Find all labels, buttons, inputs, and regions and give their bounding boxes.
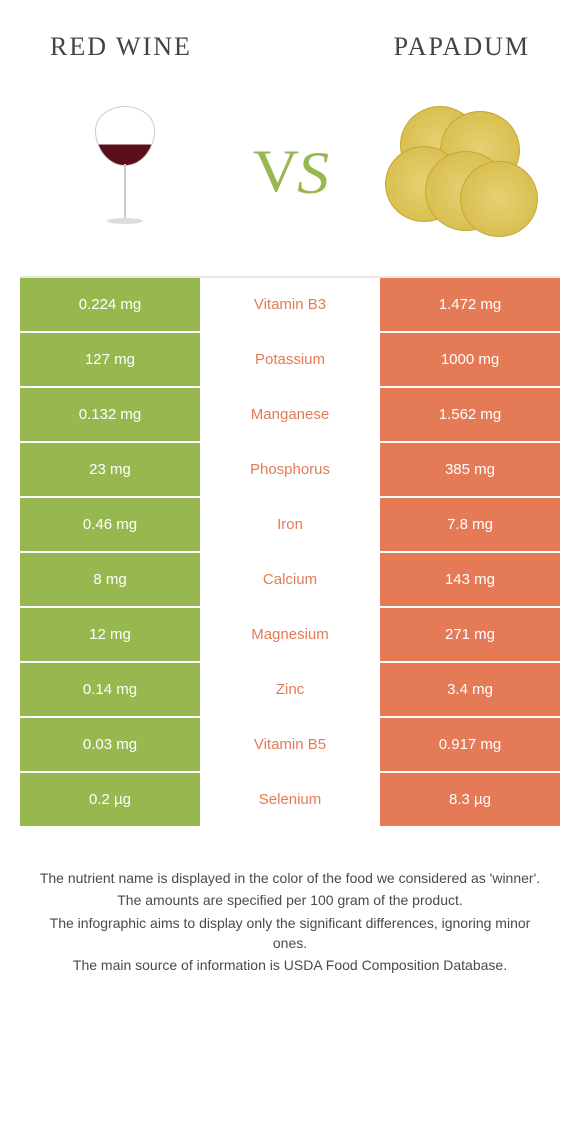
header-row: Red Wine Papadum <box>20 20 560 86</box>
nutrient-row: 8 mgCalcium143 mg <box>20 553 560 608</box>
nutrient-row: 0.224 mgVitamin B31.472 mg <box>20 278 560 333</box>
images-row: VS <box>20 86 560 276</box>
nutrient-row: 127 mgPotassium1000 mg <box>20 333 560 388</box>
footer-line: The main source of information is USDA F… <box>36 955 544 975</box>
left-value-cell: 0.46 mg <box>20 498 200 551</box>
vs-label: VS <box>253 136 327 206</box>
left-value-cell: 0.2 µg <box>20 773 200 826</box>
nutrient-row: 0.03 mgVitamin B50.917 mg <box>20 718 560 773</box>
nutrient-row: 0.46 mgIron7.8 mg <box>20 498 560 553</box>
left-value-cell: 8 mg <box>20 553 200 606</box>
nutrient-row: 0.2 µgSelenium8.3 µg <box>20 773 560 828</box>
left-value-cell: 0.14 mg <box>20 663 200 716</box>
nutrient-row: 12 mgMagnesium271 mg <box>20 608 560 663</box>
nutrient-name-cell: Magnesium <box>200 608 380 661</box>
right-value-cell: 1.562 mg <box>380 388 560 441</box>
nutrient-name-cell: Zinc <box>200 663 380 716</box>
right-value-cell: 385 mg <box>380 443 560 496</box>
nutrient-name-cell: Vitamin B3 <box>200 278 380 331</box>
left-value-cell: 12 mg <box>20 608 200 661</box>
nutrient-row: 0.132 mgManganese1.562 mg <box>20 388 560 443</box>
right-value-cell: 271 mg <box>380 608 560 661</box>
left-value-cell: 0.132 mg <box>20 388 200 441</box>
papadum-icon <box>370 96 540 246</box>
right-value-cell: 1.472 mg <box>380 278 560 331</box>
left-food-image <box>30 86 220 256</box>
nutrient-row: 0.14 mgZinc3.4 mg <box>20 663 560 718</box>
footer-notes: The nutrient name is displayed in the co… <box>20 868 560 975</box>
right-value-cell: 1000 mg <box>380 333 560 386</box>
wine-glass-icon <box>85 96 165 246</box>
right-value-cell: 0.917 mg <box>380 718 560 771</box>
left-value-cell: 0.03 mg <box>20 718 200 771</box>
nutrient-row: 23 mgPhosphorus385 mg <box>20 443 560 498</box>
left-value-cell: 127 mg <box>20 333 200 386</box>
right-value-cell: 8.3 µg <box>380 773 560 826</box>
left-value-cell: 23 mg <box>20 443 200 496</box>
left-food-title: Red Wine <box>50 32 192 62</box>
footer-line: The infographic aims to display only the… <box>36 913 544 954</box>
footer-line: The amounts are specified per 100 gram o… <box>36 890 544 910</box>
nutrient-name-cell: Phosphorus <box>200 443 380 496</box>
right-value-cell: 143 mg <box>380 553 560 606</box>
nutrient-name-cell: Manganese <box>200 388 380 441</box>
left-value-cell: 0.224 mg <box>20 278 200 331</box>
nutrient-comparison-table: 0.224 mgVitamin B31.472 mg127 mgPotassiu… <box>20 276 560 828</box>
nutrient-name-cell: Iron <box>200 498 380 551</box>
right-food-image <box>360 86 550 256</box>
nutrient-name-cell: Calcium <box>200 553 380 606</box>
right-food-title: Papadum <box>394 32 530 62</box>
footer-line: The nutrient name is displayed in the co… <box>36 868 544 888</box>
right-value-cell: 7.8 mg <box>380 498 560 551</box>
nutrient-name-cell: Selenium <box>200 773 380 826</box>
right-value-cell: 3.4 mg <box>380 663 560 716</box>
nutrient-name-cell: Vitamin B5 <box>200 718 380 771</box>
nutrient-name-cell: Potassium <box>200 333 380 386</box>
